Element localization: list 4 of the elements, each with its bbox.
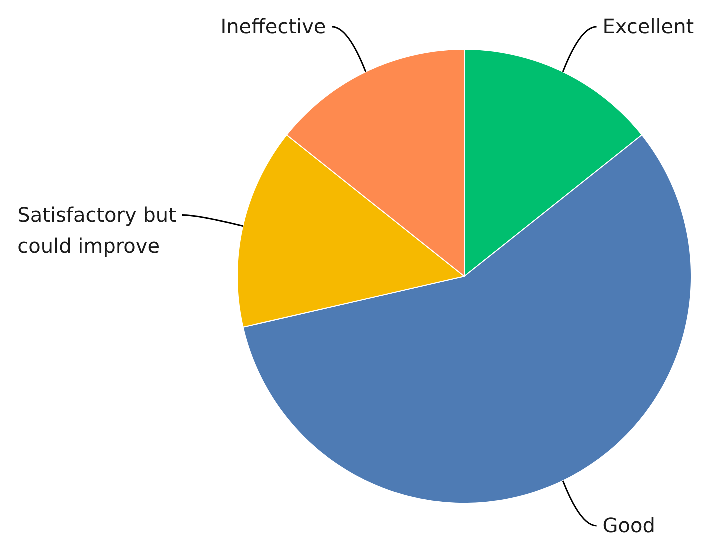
slice-label: Excellent	[602, 14, 694, 39]
slice-label: Ineffective	[220, 14, 326, 39]
slice-label: Satisfactory but could improve	[18, 202, 177, 258]
slice-label: Good	[602, 514, 656, 538]
